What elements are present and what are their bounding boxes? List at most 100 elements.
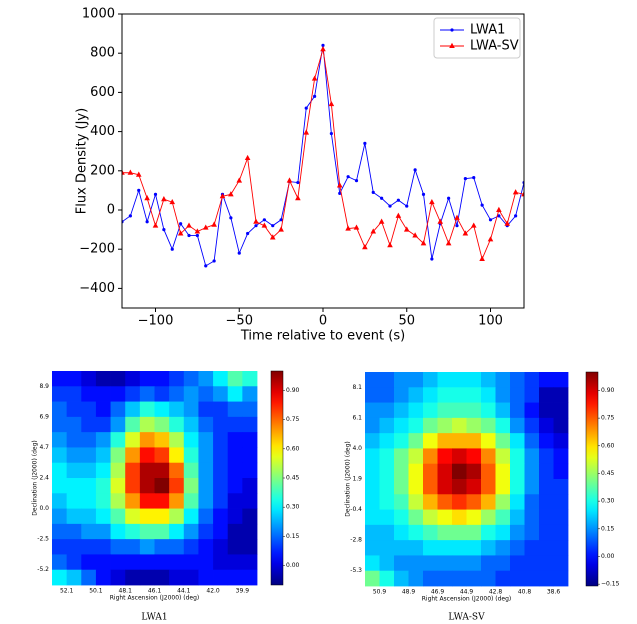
heatmap-cell [154,416,170,433]
y-tick-label: -0.4 [350,506,362,513]
heatmap-cell [125,539,141,555]
heatmap-cell [125,462,141,479]
x-tick-label: 100 [478,314,503,329]
heatmap-cell [423,494,438,510]
marker [487,236,494,242]
x-tick-label: 42.8 [489,589,503,596]
heatmap-cell [408,494,424,510]
heatmap-cell [66,508,82,525]
heatmap-cell [81,554,97,571]
heatmap-cell [154,478,170,494]
heatmap-cell [125,508,141,525]
heatmap-cell [524,433,540,449]
marker [296,180,300,185]
heatmap-cell [52,508,68,525]
heatmap-cell [198,554,214,571]
x-tick-label: 42.0 [206,588,220,595]
x-tick-label: −50 [226,314,253,329]
heatmap-cell [125,371,141,387]
marker [521,191,524,197]
heatmap-cell [481,509,496,526]
heatmap-cell [139,401,155,418]
colorbar-tick-label: 0.75 [286,416,300,423]
heatmap-cell [242,508,258,525]
heatmap-cell [110,554,126,571]
marker [329,131,333,136]
heatmap-cell [183,508,199,525]
heatmap-cell [52,416,68,433]
heatmap-cell [539,402,554,419]
heatmap-cell [110,462,126,479]
heatmap-cell [553,463,569,480]
heatmap-cell [437,524,453,541]
heatmap-cell [242,386,258,402]
heatmap-cell [198,447,214,464]
heatmap-cell [495,448,511,465]
x-axis-label: Right Ascension (J2000) (deg) [110,595,200,602]
x-tick-label: 46.9 [431,589,445,596]
heatmap-cell [183,493,199,509]
x-axis-label: Right Ascension (J2000) (deg) [422,596,512,603]
heatmap-cell [365,448,380,465]
marker [186,222,192,228]
heatmap-cell [437,387,453,403]
heatmap-cell [524,402,540,419]
colorbar-tick-label: 0.90 [286,387,300,394]
heatmap-cell [227,371,243,387]
heatmap-cell [553,524,569,541]
marker [454,214,460,220]
heatmap-cell [365,433,380,449]
heatmap-cell [408,402,424,419]
y-tick-label: 6.9 [39,413,49,420]
y-axis-label: Declination (J2000) (deg) [32,440,39,515]
heatmap-cell [481,402,496,419]
heatmap-cell [423,433,438,449]
heatmap-cell [408,433,424,449]
heatmap-cell [394,555,409,572]
heatmap-cell [510,463,525,480]
colorbar-tick-label: 0.75 [601,415,615,422]
heatmap-cell [66,401,82,418]
heatmap-cell [66,386,82,402]
heatmap-cell [95,401,111,418]
heatmap-cell [52,478,68,494]
marker [295,195,301,201]
marker [328,100,335,107]
heatmap-cell [452,540,467,556]
marker [237,251,241,255]
marker [455,224,459,228]
marker [378,218,385,224]
heatmap-cell [154,462,170,479]
heatmap-cell [423,555,438,572]
heatmap-cell [183,462,199,479]
marker [362,244,368,250]
heatmap-cell [423,509,438,526]
heatmap-cell [481,372,496,388]
marker [321,43,325,47]
heatmap-cell [169,493,185,509]
heatmap-cell [125,554,141,571]
heatmap-cell [553,540,569,556]
heatmap-cell [183,569,199,586]
heatmap-cell [213,386,229,402]
marker [472,176,476,180]
marker [152,222,159,228]
y-axis-label: Flux Density (Jy) [75,108,90,214]
heatmap-cell [110,478,126,494]
heatmap-cell [408,448,424,465]
heatmap-cell [95,523,111,540]
heatmap-cell [66,539,82,555]
heatmap-cell [52,493,68,509]
heatmap-cell [95,478,111,494]
marker [480,203,484,207]
heatmap-cell [52,523,68,540]
heatmap-cell [66,432,82,448]
heatmap-cell [510,509,525,526]
marker [370,228,377,234]
y-tick-label: 8.1 [352,384,362,391]
heatmap-cell [183,523,199,540]
marker [504,220,511,226]
heatmap-cell [125,478,141,494]
marker [127,169,134,175]
heatmap-cell [213,493,229,509]
